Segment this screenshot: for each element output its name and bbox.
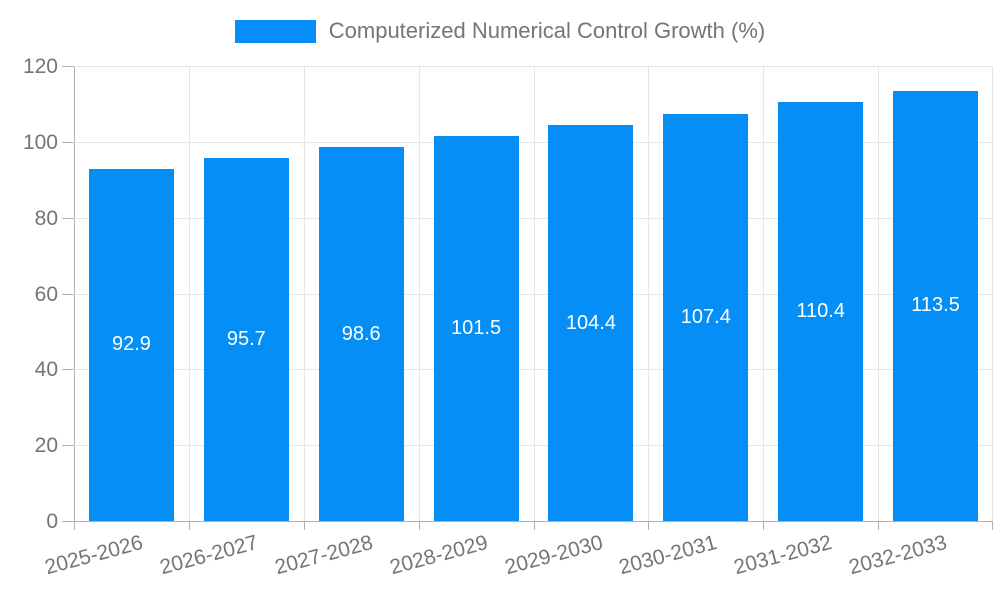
x-tick-label: 2032-2033 (846, 531, 950, 580)
bar-value-label: 104.4 (565, 311, 616, 334)
bar-value-label: 98.6 (341, 322, 381, 345)
y-tick-mark (62, 141, 74, 143)
x-tick-label-anchor: 2032-2033 (684, 531, 950, 579)
gridline-vertical (878, 66, 879, 521)
gridline-horizontal (74, 293, 993, 295)
bar-value-label: 113.5 (911, 294, 960, 317)
bar[interactable]: 110.4 (778, 102, 864, 521)
bar-value-label: 92.9 (111, 333, 151, 356)
y-tick-label: 100 (22, 130, 58, 154)
y-tick-label: 120 (22, 55, 58, 78)
x-tick-mark (648, 522, 649, 530)
bar[interactable]: 104.4 (548, 125, 634, 521)
y-tick-label: 40 (34, 358, 58, 382)
y-tick-mark (62, 369, 74, 371)
bar[interactable]: 95.7 (203, 158, 289, 521)
y-tick-label: 80 (34, 206, 58, 230)
x-tick-mark (534, 522, 535, 530)
bar[interactable]: 101.5 (433, 136, 519, 521)
gridline-vertical (763, 66, 764, 521)
x-tick-mark (992, 522, 993, 530)
y-tick-label: 60 (34, 282, 58, 306)
gridline-vertical (304, 66, 305, 521)
plot-area: 92.9 95.7 98.6 101.5 104.4 107.4 110.4 113.5 (74, 66, 993, 521)
gridline-vertical (648, 66, 649, 521)
gridline-vertical (419, 66, 420, 521)
bar[interactable]: 107.4 (663, 113, 749, 521)
legend: Computerized Numerical Control Growth (%… (0, 18, 1000, 44)
legend-label: Computerized Numerical Control Growth (%… (328, 18, 766, 43)
x-tick-mark (304, 522, 305, 530)
bar[interactable]: 98.6 (318, 147, 404, 521)
y-tick-mark (62, 445, 74, 447)
legend-swatch (234, 19, 316, 43)
y-tick-mark (62, 521, 74, 522)
x-tick-mark (763, 522, 764, 530)
gridline-horizontal (74, 445, 993, 447)
bar-value-label: 110.4 (796, 300, 845, 323)
bar-value-label: 95.7 (226, 328, 266, 351)
gridline-horizontal (74, 369, 993, 371)
gridline-horizontal (74, 66, 993, 67)
bar-value-label: 107.4 (680, 305, 731, 328)
x-tick-mark (74, 522, 75, 530)
bar-value-label: 101.5 (451, 317, 502, 340)
gridline-vertical (189, 66, 190, 521)
y-tick-mark (62, 293, 74, 295)
x-tick-mark (189, 522, 190, 530)
gridline-vertical (992, 66, 993, 521)
y-tick-mark (62, 217, 74, 219)
x-tick-mark (878, 522, 879, 530)
gridline-vertical (534, 66, 535, 521)
y-tick-mark (62, 66, 74, 67)
gridline-horizontal (74, 217, 993, 219)
x-tick-mark (419, 522, 420, 530)
y-tick-label: 0 (46, 510, 58, 533)
x-axis-line (74, 521, 993, 522)
bar[interactable]: 113.5 (893, 90, 979, 521)
legend-item[interactable]: Computerized Numerical Control Growth (%… (234, 18, 766, 44)
bar[interactable]: 92.9 (88, 168, 174, 521)
y-tick-label: 20 (34, 434, 58, 458)
gridline-horizontal (74, 141, 993, 143)
